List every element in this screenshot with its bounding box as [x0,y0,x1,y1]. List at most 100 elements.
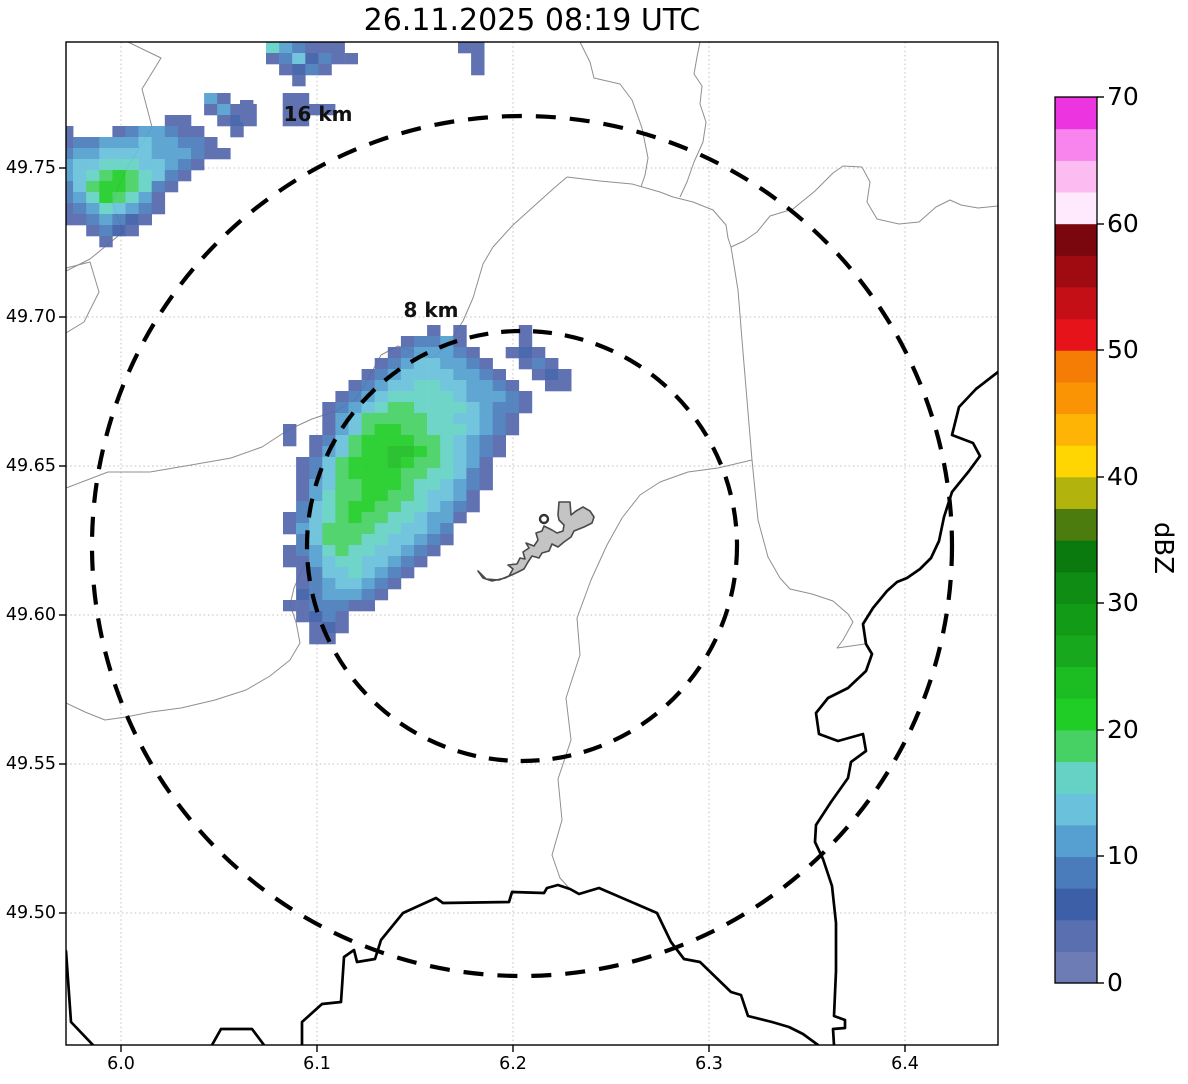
radar-pixel [387,457,402,469]
radar-pixel [479,358,493,370]
radar-pixel [177,159,192,171]
radar-pixel [479,380,493,392]
radar-pixel [296,556,310,568]
radar-pixel [348,490,362,502]
radar-pixel [400,490,415,502]
radar-pixel [453,391,467,403]
radar-pixel [453,424,467,436]
radar-pixel [505,424,520,436]
radar-pixel [305,64,319,76]
radar-pixel [466,347,480,359]
radar-pixel [86,137,100,149]
radar-pixel [387,512,402,524]
radar-pixel [492,402,506,414]
radar-pixel [374,556,389,568]
radar-pixel [453,380,467,392]
radar-pixel [453,358,467,370]
radar-pixel [387,479,402,491]
radar-pixel [112,181,126,193]
radar-pixel [296,479,310,491]
radar-pixel [309,578,323,590]
radar-pixel [348,468,362,480]
radar-pixel [374,479,389,491]
radar-pixel [440,380,454,392]
radar-pixel [466,380,480,392]
radar-pixel [348,589,362,601]
radar-pixel [400,545,415,557]
radar-pixel [518,358,533,370]
radar-pixel [492,446,506,458]
radar-pixel [466,479,480,491]
radar-pixel [348,380,362,392]
radar-pixel [479,446,493,458]
radar-pixel [164,137,179,149]
radar-pixel [414,446,428,458]
radar-pixel [440,435,454,447]
radar-pixel [400,479,415,491]
colorbar-band [1055,793,1097,826]
cell-main [283,325,572,645]
radar-pixel [318,42,332,54]
radar-pixel [518,336,533,348]
radar-pixel [374,501,389,513]
radar-pixel [387,424,402,436]
colorbar-label: dBZ [1148,521,1178,575]
radar-pixel [283,556,297,568]
radar-pixel [348,534,362,546]
radar-pixel [164,148,179,160]
radar-pixel [335,468,349,480]
radar-pixel [361,545,375,557]
radar-pixel [164,170,179,182]
radar-pixel [466,402,480,414]
radar-pixel [125,159,139,171]
radar-pixel [348,446,362,458]
radar-pixel [348,479,362,491]
radar-pixel [151,159,166,171]
radar-pixel [240,111,254,123]
radar-pixel [335,545,349,557]
radar-pixel [309,490,323,502]
border-south-bump [210,1027,266,1045]
boundary-ne-v [679,42,707,198]
radar-pixel [361,479,375,491]
x-tick-label: 6.2 [499,1054,527,1074]
radar-pixel [348,578,362,590]
radar-pixel [440,534,454,546]
radar-pixel [361,600,375,612]
radar-pixel [453,512,467,524]
radar-pixel [335,413,349,425]
radar-pixel [322,545,336,557]
radar-pixel [374,534,389,546]
radar-pixel [374,468,389,480]
radar-pixel [427,512,441,524]
radar-pixel [296,567,310,579]
colorbar-tick-label: 70 [1107,82,1139,111]
radar-pixel [112,225,126,237]
radar-pixel [387,545,402,557]
radar-pixel [361,523,375,535]
radar-pixel [99,214,113,226]
radar-pixel [374,380,389,392]
y-tick-label: 49.50 [5,903,56,923]
radar-pixel [471,42,485,54]
radar-pixel [322,413,336,425]
y-tick-label: 49.75 [5,158,56,178]
radar-pixel [492,391,506,403]
colorbar-band [1055,571,1097,604]
radar-pixel [374,424,389,436]
radar-pixel [322,490,336,502]
radar-pixel [164,159,179,171]
radar-pixel [479,435,493,447]
radar-pixel [400,446,415,458]
radar-pixel [292,53,306,65]
radar-pixel [230,115,244,127]
radar-pixel [505,413,520,425]
y-tick-label: 49.55 [5,754,56,774]
radar-pixel [453,446,467,458]
radar-pixel [309,435,323,447]
radar-pixel [348,413,362,425]
radar-pixel [531,369,546,381]
radar-pixel [322,622,336,634]
radar-pixel [400,402,415,414]
radar-pixel [427,490,441,502]
